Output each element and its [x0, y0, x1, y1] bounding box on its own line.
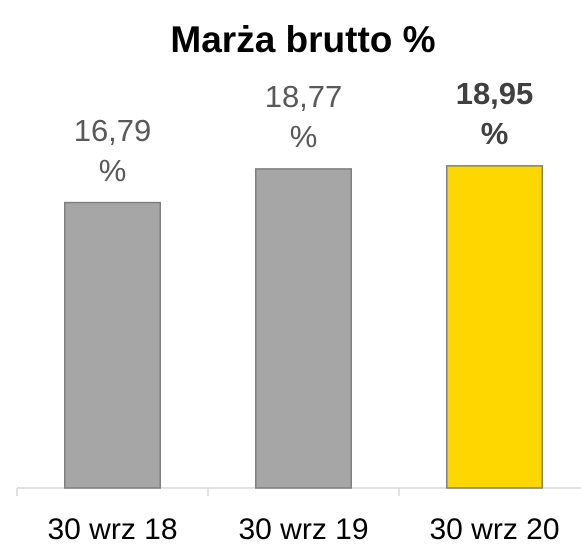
x-tick-label: 30 wrz 19 [238, 513, 368, 546]
x-tick-label: 30 wrz 18 [47, 513, 177, 546]
bar [446, 165, 543, 489]
value-label: 18,95 % [455, 75, 534, 151]
bar [255, 168, 352, 489]
x-tick-label: 30 wrz 20 [429, 513, 559, 546]
bar [64, 201, 161, 489]
chart-title: Marża brutto % [170, 19, 435, 60]
value-label: 18,77 % [264, 78, 343, 154]
value-label: 16,79 % [73, 112, 152, 188]
